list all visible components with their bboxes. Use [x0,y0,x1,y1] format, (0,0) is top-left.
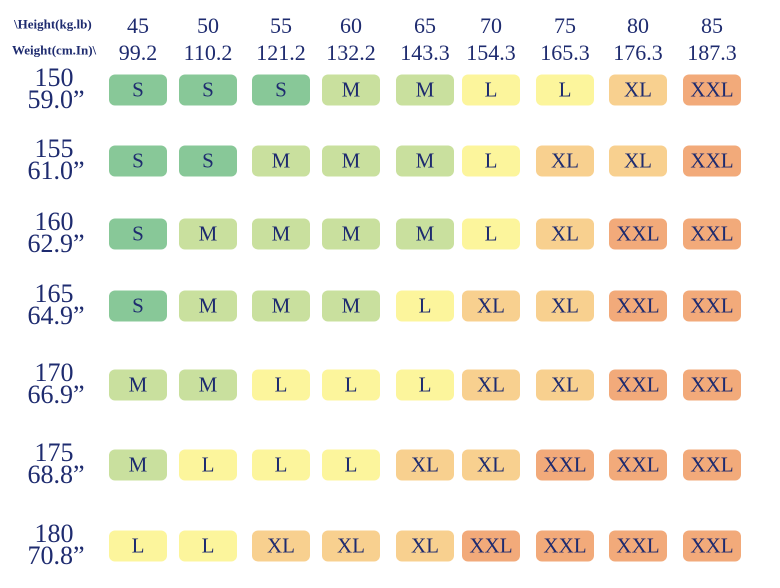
size-cell: XL [536,290,594,322]
row-header-cm: 155 [34,134,74,163]
size-cell: XXL [609,290,667,322]
size-cell: L [179,530,237,562]
size-cell: XXL [609,530,667,562]
column-header-lb: 110.2 [183,40,233,65]
size-cell: XL [536,145,594,177]
size-cell: M [179,218,237,250]
row-header-cm: 160 [34,207,74,236]
row-header-in: 59.0” [27,85,85,114]
size-cell: XXL [683,218,741,250]
row-header-in: 62.9” [27,229,85,258]
size-cell: L [252,449,310,481]
size-cell: L [109,530,167,562]
size-cell: M [179,369,237,401]
size-cell: L [462,145,520,177]
column-header-lb: 176.3 [613,40,663,65]
size-cell: S [179,74,237,106]
size-cell: M [252,290,310,322]
row-header-cm: 170 [34,358,74,387]
size-cell: M [109,449,167,481]
size-cell: XXL [536,449,594,481]
column-header-kg: 55 [270,13,292,38]
size-cell: L [252,369,310,401]
column-header-kg: 85 [701,13,723,38]
size-cell: XXL [683,74,741,106]
row-header-in: 64.9” [27,301,85,330]
header-label: Weight(cm.In)\ [12,42,97,58]
size-cell: XL [462,449,520,481]
column-header-kg: 50 [197,13,219,38]
size-cell: M [396,74,454,106]
column-header-lb: 99.2 [118,40,158,65]
size-cell: XXL [609,369,667,401]
column-header-kg: 75 [554,13,576,38]
size-cell: M [252,145,310,177]
column-header-kg: 65 [414,13,436,38]
column-header-kg: 70 [480,13,502,38]
size-cell: XXL [683,290,741,322]
size-cell: XXL [536,530,594,562]
size-cell: M [322,74,380,106]
row-header-in: 66.9” [27,380,85,409]
size-cell: M [322,218,380,250]
size-cell: L [179,449,237,481]
size-cell: M [179,290,237,322]
size-cell: S [179,145,237,177]
size-cell: XXL [462,530,520,562]
size-cell: L [322,449,380,481]
size-cell: XL [536,369,594,401]
size-cell: XL [609,145,667,177]
size-cell: M [322,290,380,322]
size-cell: XXL [683,449,741,481]
size-cell: XL [322,530,380,562]
size-cell: XL [396,530,454,562]
column-header-lb: 132.2 [326,40,376,65]
row-header-in: 68.8” [27,460,85,489]
row-header-cm: 175 [34,438,74,467]
size-cell: XL [462,369,520,401]
column-header-lb: 165.3 [540,40,590,65]
size-cell: XL [609,74,667,106]
size-cell: M [396,145,454,177]
row-header-cm: 150 [34,63,74,92]
size-cell: L [462,218,520,250]
size-cell: S [252,74,310,106]
size-cell: XXL [683,145,741,177]
size-cell: XXL [609,449,667,481]
size-cell: S [109,145,167,177]
row-header-in: 61.0” [27,156,85,185]
size-cell: S [109,290,167,322]
header-label: \Height(kg.lb) [14,16,92,32]
size-cell: L [396,369,454,401]
column-header-lb: 154.3 [466,40,516,65]
size-cell: L [462,74,520,106]
size-cell: M [396,218,454,250]
size-cell: M [322,145,380,177]
row-header-cm: 165 [34,279,74,308]
row-header-cm: 180 [34,519,74,548]
size-cell: M [252,218,310,250]
size-cell: S [109,218,167,250]
size-cell: L [322,369,380,401]
size-cell: S [109,74,167,106]
column-header-kg: 45 [127,13,149,38]
size-cell: XXL [683,530,741,562]
size-cell: XL [462,290,520,322]
size-cell: XXL [609,218,667,250]
column-header-kg: 80 [627,13,649,38]
size-cell: M [109,369,167,401]
size-cell: XL [252,530,310,562]
size-cell: L [536,74,594,106]
column-header-lb: 143.3 [400,40,450,65]
column-header-kg: 60 [340,13,362,38]
size-cell: XL [536,218,594,250]
column-header-lb: 121.2 [256,40,306,65]
size-cell: XL [396,449,454,481]
row-header-in: 70.8” [27,541,85,570]
size-cell: L [396,290,454,322]
column-header-lb: 187.3 [687,40,737,65]
size-cell: XXL [683,369,741,401]
